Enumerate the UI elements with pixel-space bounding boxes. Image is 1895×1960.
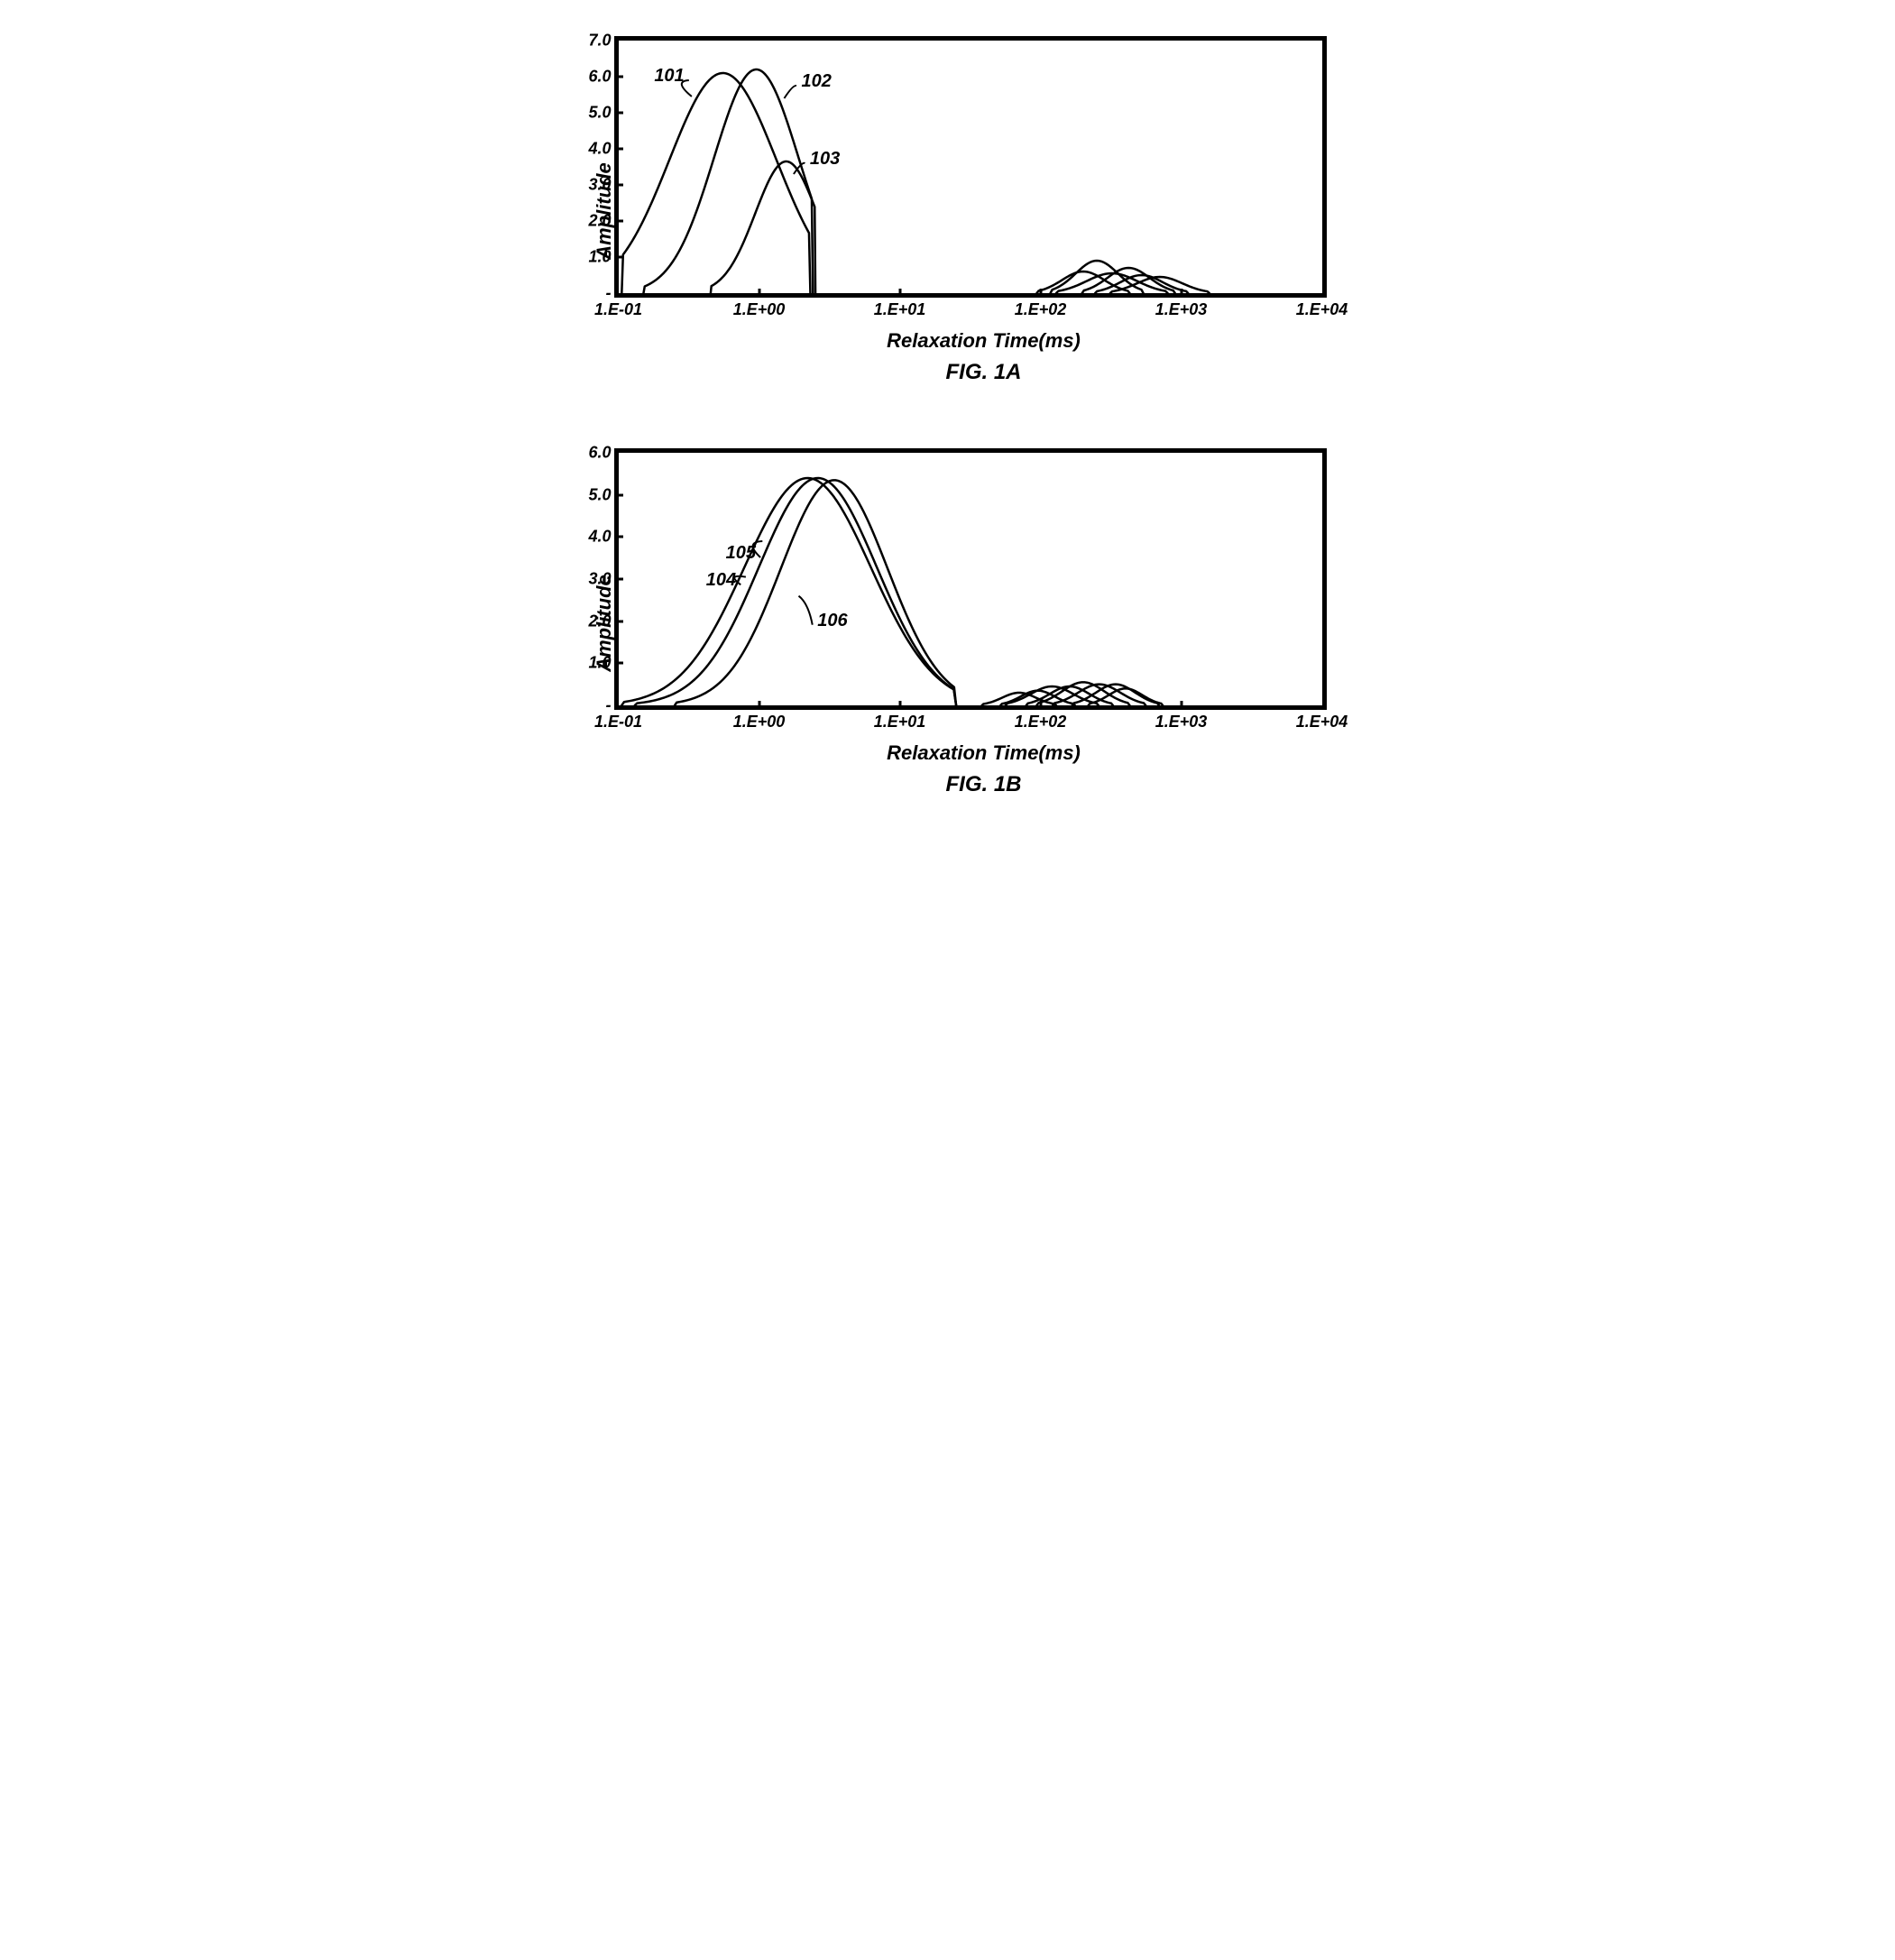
x-tick-label: 1.E-01 bbox=[594, 713, 642, 732]
y-tick-label: 6.0 bbox=[588, 68, 611, 87]
y-tick-label: 2.0 bbox=[588, 612, 611, 630]
callout-label-102: 102 bbox=[801, 71, 831, 92]
series-101 bbox=[621, 73, 1209, 293]
y-tick-label: 5.0 bbox=[588, 104, 611, 123]
figure-b-xlabel: Relaxation Time(ms) bbox=[614, 741, 1354, 765]
x-tick-label: 1.E+01 bbox=[874, 713, 926, 732]
figure-b-wrapper: Amplitude -1.02.03.04.05.06.01.E-011.E+0… bbox=[614, 448, 1354, 797]
x-tick-label: 1.E+04 bbox=[1296, 300, 1348, 319]
y-tick-label: 3.0 bbox=[588, 570, 611, 589]
x-tick-label: 1.E+03 bbox=[1155, 300, 1208, 319]
figure-a-title: FIG. 1A bbox=[614, 360, 1354, 385]
y-tick-label: 1.0 bbox=[588, 654, 611, 673]
x-tick-label: 1.E+00 bbox=[733, 300, 786, 319]
curves-svg bbox=[619, 41, 1322, 293]
callout-label-103: 103 bbox=[810, 149, 840, 170]
callout-label-105: 105 bbox=[726, 543, 756, 564]
x-tick-label: 1.E+04 bbox=[1296, 713, 1348, 732]
figure-a-xlabel: Relaxation Time(ms) bbox=[614, 329, 1354, 353]
y-tick-label: 4.0 bbox=[588, 140, 611, 159]
series-105 bbox=[634, 478, 1162, 705]
callout-leader bbox=[798, 596, 812, 625]
x-tick-label: 1.E-01 bbox=[594, 300, 642, 319]
series-102 bbox=[643, 69, 1188, 293]
callout-label-101: 101 bbox=[654, 66, 684, 87]
callout-label-106: 106 bbox=[817, 611, 847, 631]
y-tick-label: 7.0 bbox=[588, 32, 611, 51]
callout-leader bbox=[784, 86, 796, 98]
y-tick-label: 2.0 bbox=[588, 212, 611, 231]
y-tick-label: 6.0 bbox=[588, 444, 611, 463]
y-tick-label: 4.0 bbox=[588, 528, 611, 547]
x-tick-label: 1.E+01 bbox=[874, 300, 926, 319]
figure-b-plot: -1.02.03.04.05.06.01.E-011.E+001.E+011.E… bbox=[614, 448, 1327, 710]
callout-label-104: 104 bbox=[706, 570, 736, 591]
figure-b-title: FIG. 1B bbox=[614, 772, 1354, 797]
y-tick-label: 3.0 bbox=[588, 176, 611, 195]
figure-a-wrapper: Amplitude -1.02.03.04.05.06.07.01.E-011.… bbox=[614, 36, 1354, 385]
x-tick-label: 1.E+00 bbox=[733, 713, 786, 732]
y-tick-label: 1.0 bbox=[588, 248, 611, 267]
x-tick-label: 1.E+03 bbox=[1155, 713, 1208, 732]
figure-a: Amplitude -1.02.03.04.05.06.07.01.E-011.… bbox=[542, 36, 1354, 385]
figure-b: Amplitude -1.02.03.04.05.06.01.E-011.E+0… bbox=[542, 448, 1354, 797]
x-tick-label: 1.E+02 bbox=[1015, 713, 1067, 732]
y-tick-label: 5.0 bbox=[588, 485, 611, 504]
series-104 bbox=[621, 478, 1145, 705]
figure-a-plot: -1.02.03.04.05.06.07.01.E-011.E+001.E+01… bbox=[614, 36, 1327, 298]
x-tick-label: 1.E+02 bbox=[1015, 300, 1067, 319]
